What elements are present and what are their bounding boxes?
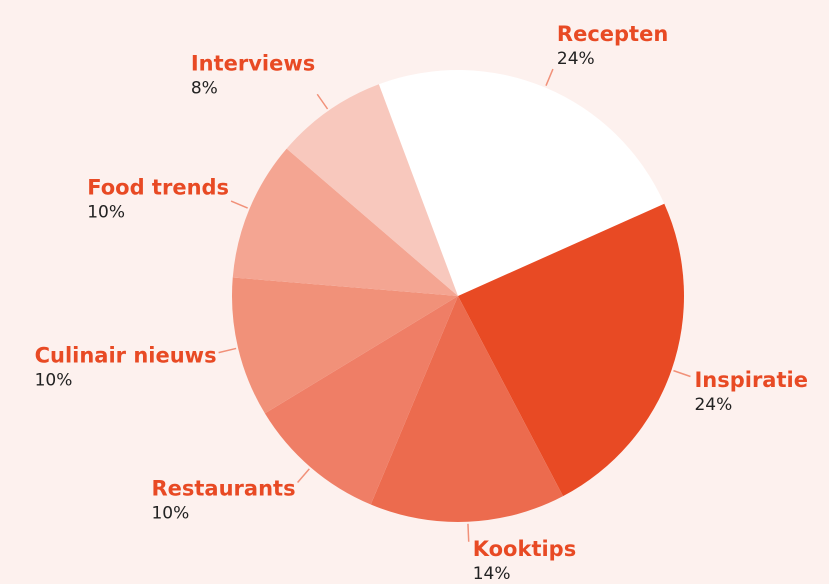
pie-slice bbox=[370, 296, 564, 522]
pie-slice bbox=[458, 203, 685, 497]
slice-label: Kooktips bbox=[473, 537, 576, 561]
slice-value-label: 24% bbox=[557, 49, 595, 69]
slice-value-label: 14% bbox=[473, 564, 511, 584]
slice-label: Food trends bbox=[87, 176, 229, 200]
slice-label: Restaurants bbox=[151, 476, 295, 500]
leader-line bbox=[316, 93, 329, 110]
leader-line bbox=[218, 347, 237, 354]
pie-slice bbox=[232, 277, 458, 414]
leader-line bbox=[230, 200, 248, 209]
pie-slice bbox=[286, 84, 458, 296]
slice-value-label: 10% bbox=[35, 371, 73, 391]
pie-slice bbox=[378, 70, 665, 297]
leader-line bbox=[467, 523, 470, 542]
slice-value-label: 10% bbox=[151, 503, 189, 523]
leader-line bbox=[673, 369, 691, 378]
slice-label: Culinair nieuws bbox=[35, 344, 217, 368]
pie-slice bbox=[264, 296, 458, 505]
leader-line bbox=[297, 468, 310, 483]
slice-label: Recepten bbox=[557, 22, 668, 46]
slice-value-label: 24% bbox=[694, 395, 732, 415]
slice-value-label: 8% bbox=[191, 78, 218, 98]
pie-slice bbox=[232, 148, 458, 296]
leader-line bbox=[545, 68, 554, 86]
slice-label: Inspiratie bbox=[694, 368, 808, 392]
slice-value-label: 10% bbox=[87, 203, 125, 223]
slice-label: Interviews bbox=[191, 51, 315, 75]
